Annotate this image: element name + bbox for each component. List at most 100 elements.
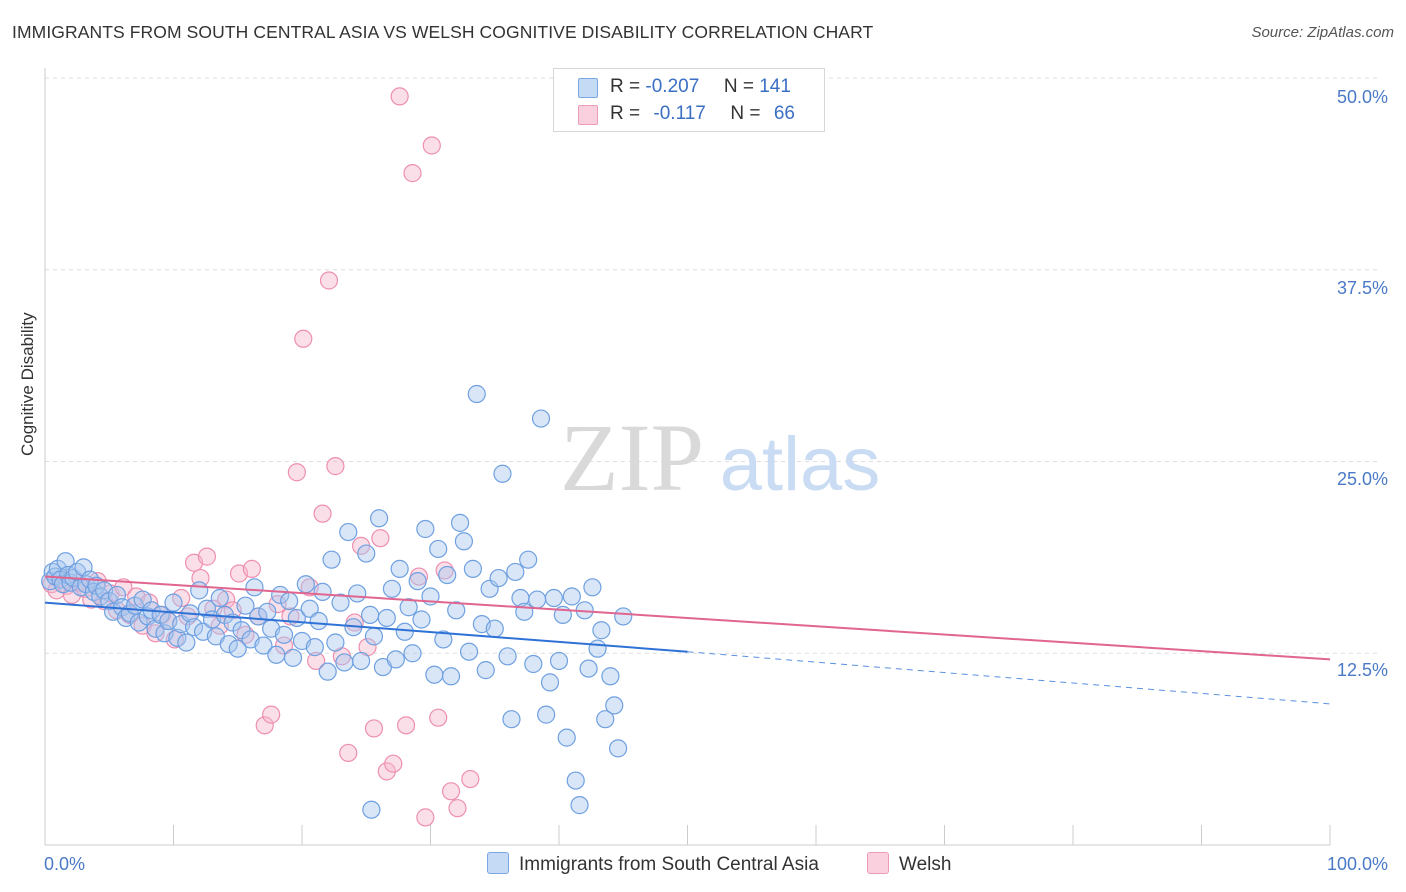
legend-r-label: R = <box>610 103 641 124</box>
trend-line-south-central-asia-extension <box>687 651 1331 705</box>
legend-n-label: N = <box>730 103 761 124</box>
data-point-welsh <box>262 705 281 724</box>
data-point-south-central-asia <box>570 796 589 815</box>
data-point-south-central-asia <box>274 625 294 644</box>
data-point-welsh <box>287 463 306 482</box>
legend-r-value: -0.207 <box>645 76 700 97</box>
data-point-south-central-asia <box>322 550 341 569</box>
legend-swatch-pink <box>578 105 598 125</box>
correlation-legend: R = -0.207 N = 141 R = -0.117 N = 66 <box>553 68 825 132</box>
data-point-south-central-asia <box>412 610 431 629</box>
data-point-south-central-asia <box>305 638 324 657</box>
data-point-south-central-asia <box>476 661 495 680</box>
x-tick-label-0: 0.0% <box>44 854 86 874</box>
data-point-south-central-asia <box>184 618 204 637</box>
data-point-south-central-asia <box>528 590 547 609</box>
data-point-south-central-asia <box>583 578 602 597</box>
data-point-south-central-asia <box>249 607 268 626</box>
data-point-south-central-asia <box>267 645 286 664</box>
data-point-south-central-asia <box>339 522 358 542</box>
data-point-south-central-asia <box>254 636 273 655</box>
legend-swatch-blue <box>578 78 598 98</box>
data-point-south-central-asia <box>245 578 264 597</box>
legend-n-value: 66 <box>773 103 795 124</box>
data-point-south-central-asia <box>313 582 332 601</box>
data-point-south-central-asia <box>335 653 354 672</box>
data-point-south-central-asia <box>566 771 585 790</box>
data-point-south-central-asia <box>352 651 371 671</box>
data-point-welsh <box>461 769 480 789</box>
data-point-south-central-asia <box>562 587 581 606</box>
data-point-south-central-asia <box>364 627 384 646</box>
data-point-welsh <box>396 716 416 735</box>
data-point-south-central-asia <box>164 593 183 612</box>
data-point-south-central-asia <box>386 650 405 669</box>
data-point-south-central-asia <box>537 705 556 724</box>
trend-line-welsh <box>44 575 1331 661</box>
data-point-south-central-asia <box>506 562 525 582</box>
data-point-south-central-asia <box>519 550 538 569</box>
bottom-legend-swatch-pink <box>867 852 889 874</box>
y-tick-label-50: 50.0% <box>1337 87 1389 107</box>
data-point-south-central-asia <box>493 464 512 483</box>
data-point-south-central-asia <box>434 630 453 649</box>
data-point-welsh <box>197 547 217 566</box>
data-point-south-central-asia <box>596 710 615 729</box>
data-point-welsh <box>313 504 332 523</box>
bottom-legend-label: Immigrants from South Central Asia <box>519 854 819 875</box>
y-tick-label-37-5: 37.5% <box>1337 278 1389 298</box>
data-point-south-central-asia <box>540 673 560 692</box>
data-point-welsh <box>319 271 339 290</box>
bottom-legend-south-central-asia: Immigrants from South Central Asia <box>487 852 819 876</box>
data-point-south-central-asia <box>592 621 611 640</box>
data-point-south-central-asia <box>362 800 381 819</box>
data-point-south-central-asia <box>318 662 337 681</box>
y-axis-label: Cognitive Disability <box>18 312 37 456</box>
data-point-south-central-asia <box>531 409 551 428</box>
data-point-welsh <box>274 636 294 655</box>
data-point-south-central-asia <box>219 634 238 654</box>
data-point-welsh <box>326 457 345 476</box>
data-point-south-central-asia <box>614 607 633 626</box>
y-tick-label-25: 25.0% <box>1337 469 1389 489</box>
data-point-south-central-asia <box>403 644 422 663</box>
data-point-south-central-asia <box>588 639 607 658</box>
data-point-south-central-asia <box>416 519 435 539</box>
data-point-south-central-asia <box>309 611 328 631</box>
data-point-welsh <box>384 754 403 773</box>
y-tick-label-12-5: 12.5% <box>1337 660 1389 680</box>
data-point-south-central-asia <box>425 665 444 684</box>
data-point-south-central-asia <box>489 568 508 588</box>
data-point-welsh <box>217 590 236 609</box>
data-point-south-central-asia <box>258 602 277 621</box>
legend-r-label: R = <box>610 76 641 97</box>
data-point-south-central-asia <box>502 710 521 729</box>
chart-title: IMMIGRANTS FROM SOUTH CENTRAL ASIA VS WE… <box>12 22 874 42</box>
data-point-welsh <box>371 529 390 548</box>
bottom-legend-swatch-blue <box>487 852 509 874</box>
data-point-south-central-asia <box>467 384 486 404</box>
data-point-welsh <box>390 87 409 106</box>
data-point-south-central-asia <box>609 739 628 758</box>
data-point-south-central-asia <box>549 651 569 671</box>
data-point-south-central-asia <box>382 579 402 598</box>
data-point-south-central-asia <box>601 667 620 686</box>
data-point-south-central-asia <box>168 628 187 648</box>
data-point-south-central-asia <box>429 539 448 559</box>
data-point-south-central-asia <box>485 619 504 638</box>
data-point-south-central-asia <box>210 588 229 608</box>
watermark: ZIP atlas <box>560 404 880 511</box>
source-label: Source: ZipAtlas.com <box>1251 24 1394 41</box>
bottom-legend-label: Welsh <box>899 854 952 875</box>
data-point-south-central-asia <box>190 581 209 600</box>
data-point-welsh <box>339 743 358 763</box>
series-welsh-points <box>42 87 480 827</box>
data-point-south-central-asia <box>459 642 479 661</box>
data-point-welsh <box>448 799 467 818</box>
data-point-welsh <box>429 708 448 727</box>
data-point-welsh <box>364 719 384 738</box>
data-point-south-central-asia <box>605 696 624 715</box>
data-point-south-central-asia <box>296 575 315 594</box>
data-point-south-central-asia <box>357 544 376 563</box>
data-point-south-central-asia <box>377 608 396 628</box>
